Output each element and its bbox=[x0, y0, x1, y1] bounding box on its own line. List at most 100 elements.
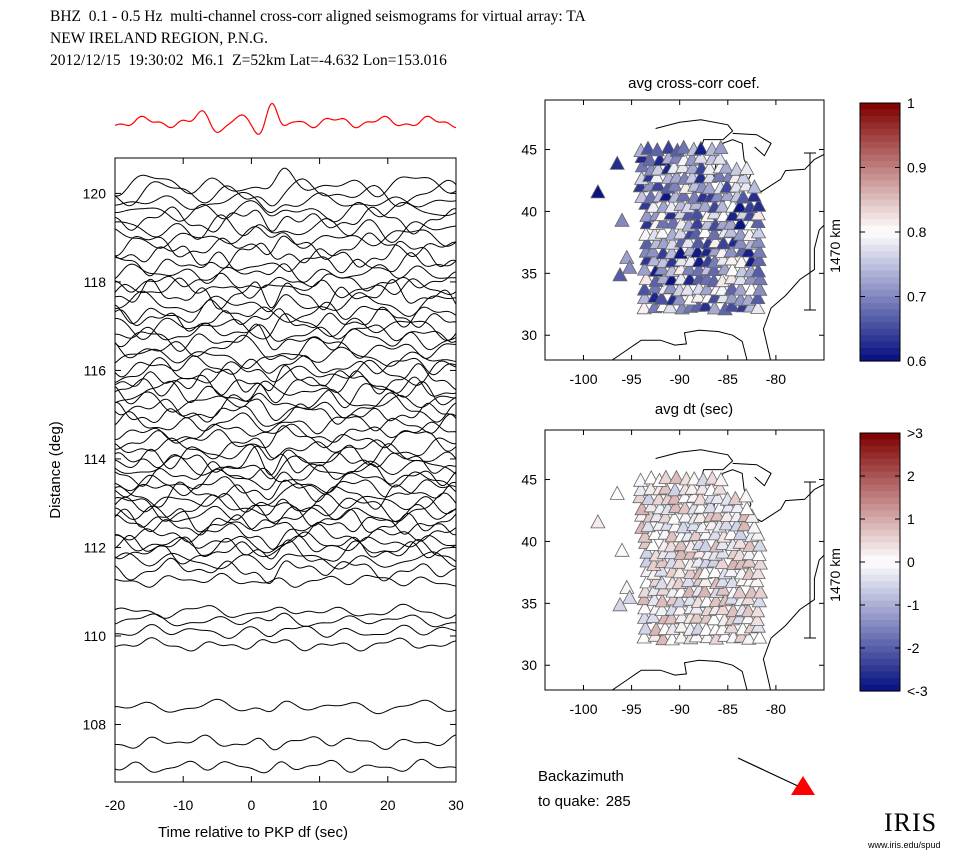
map-x-tick-label: -80 bbox=[766, 701, 786, 717]
station-marker bbox=[731, 584, 748, 599]
station-marker bbox=[732, 534, 748, 549]
seismogram-trace bbox=[114, 306, 457, 332]
station-marker bbox=[751, 243, 768, 258]
seismogram-trace bbox=[114, 492, 457, 515]
seismogram-trace bbox=[115, 624, 457, 639]
station-marker bbox=[636, 289, 653, 304]
map-x-tick-label: -100 bbox=[569, 701, 597, 717]
station-marker bbox=[706, 225, 722, 240]
station-marker bbox=[650, 176, 666, 192]
seismogram-trace bbox=[115, 514, 457, 538]
colorbar-segment bbox=[860, 658, 900, 666]
station-marker bbox=[751, 629, 768, 644]
station-marker bbox=[709, 489, 726, 505]
station-marker bbox=[662, 299, 678, 314]
colorbar-segment bbox=[860, 542, 900, 550]
stack-trace bbox=[114, 102, 457, 135]
colorbar-tick-label: -1 bbox=[907, 597, 920, 613]
station-marker bbox=[723, 269, 740, 285]
station-marker bbox=[673, 224, 689, 240]
colorbar-tick-label: 0.7 bbox=[907, 289, 927, 305]
colorbar-segment bbox=[860, 613, 900, 621]
station-marker bbox=[677, 508, 694, 523]
colorbar-segment bbox=[860, 251, 900, 259]
colorbar-segment bbox=[860, 283, 900, 291]
station-marker bbox=[723, 223, 739, 238]
station-marker bbox=[677, 499, 693, 515]
station-marker bbox=[655, 630, 671, 646]
station-marker bbox=[706, 300, 723, 315]
colorbar-segment bbox=[860, 225, 900, 233]
colorbar-segment bbox=[860, 335, 900, 343]
colorbar-segment bbox=[860, 232, 900, 240]
colorbar-segment bbox=[860, 484, 900, 492]
station-marker bbox=[724, 573, 741, 588]
station-marker bbox=[698, 537, 714, 552]
coastline bbox=[612, 329, 748, 360]
seismogram-trace bbox=[114, 278, 457, 311]
station-marker bbox=[735, 189, 751, 204]
colorbar-segment bbox=[860, 587, 900, 595]
station-marker bbox=[688, 526, 704, 541]
station-marker bbox=[657, 508, 674, 524]
station-marker bbox=[682, 564, 699, 579]
seismogram-trace bbox=[114, 392, 457, 423]
station-marker bbox=[711, 167, 727, 183]
seismogram-trace bbox=[114, 468, 457, 494]
map-y-tick-label: 30 bbox=[521, 327, 537, 343]
station-marker bbox=[632, 488, 648, 504]
seismogram-trace bbox=[114, 363, 457, 395]
station-marker bbox=[612, 266, 628, 282]
colorbar-segment bbox=[860, 562, 900, 570]
station-marker bbox=[713, 139, 729, 155]
y-tick-label: 108 bbox=[83, 716, 107, 732]
station-marker bbox=[719, 507, 735, 522]
colorbar-tick-label: 0.6 bbox=[907, 353, 927, 369]
colorbar-segment bbox=[860, 264, 900, 272]
seismogram-trace bbox=[114, 214, 457, 243]
station-marker bbox=[740, 602, 757, 618]
colorbar-segment bbox=[860, 322, 900, 330]
station-marker bbox=[633, 481, 649, 497]
header-line-1: BHZ 0.1 - 0.5 Hz multi-channel cross-cor… bbox=[50, 8, 586, 25]
station-marker bbox=[689, 609, 705, 624]
station-marker bbox=[725, 206, 741, 222]
station-marker bbox=[704, 470, 720, 485]
dt-map-scale-label: 1470 km bbox=[827, 548, 843, 602]
coastline bbox=[732, 132, 772, 157]
seismogram-trace bbox=[114, 437, 457, 460]
station-marker bbox=[636, 299, 652, 315]
station-marker bbox=[671, 554, 687, 569]
x-tick-label: 0 bbox=[248, 797, 256, 813]
colorbar-segment bbox=[860, 549, 900, 557]
seismogram-trace bbox=[114, 455, 457, 480]
colorbar-segment bbox=[860, 173, 900, 181]
station-marker bbox=[590, 514, 606, 529]
seismogram-trace bbox=[114, 380, 457, 409]
station-marker bbox=[641, 490, 657, 505]
station-marker bbox=[751, 546, 767, 561]
colorbar-segment bbox=[860, 632, 900, 640]
station-marker bbox=[723, 562, 739, 578]
station-marker bbox=[729, 498, 746, 513]
colorbar-segment bbox=[860, 238, 900, 246]
station-marker bbox=[654, 601, 670, 616]
station-marker bbox=[709, 187, 726, 202]
station-marker bbox=[645, 536, 661, 551]
cc-map-title: avg cross-corr coef. bbox=[628, 75, 760, 92]
station-marker bbox=[685, 159, 701, 174]
station-marker bbox=[741, 545, 757, 561]
station-marker bbox=[751, 592, 767, 608]
seismogram-trace bbox=[114, 537, 457, 565]
station-marker bbox=[636, 629, 652, 644]
station-marker bbox=[663, 609, 679, 625]
station-marker bbox=[697, 583, 713, 598]
station-marker bbox=[619, 249, 635, 264]
seismogram-trace bbox=[114, 445, 457, 474]
station-marker bbox=[735, 169, 752, 184]
station-marker bbox=[636, 281, 653, 296]
colorbar-segment bbox=[860, 315, 900, 323]
station-marker bbox=[590, 184, 606, 199]
station-marker bbox=[660, 139, 677, 154]
map-x-tick-label: -90 bbox=[670, 371, 690, 387]
